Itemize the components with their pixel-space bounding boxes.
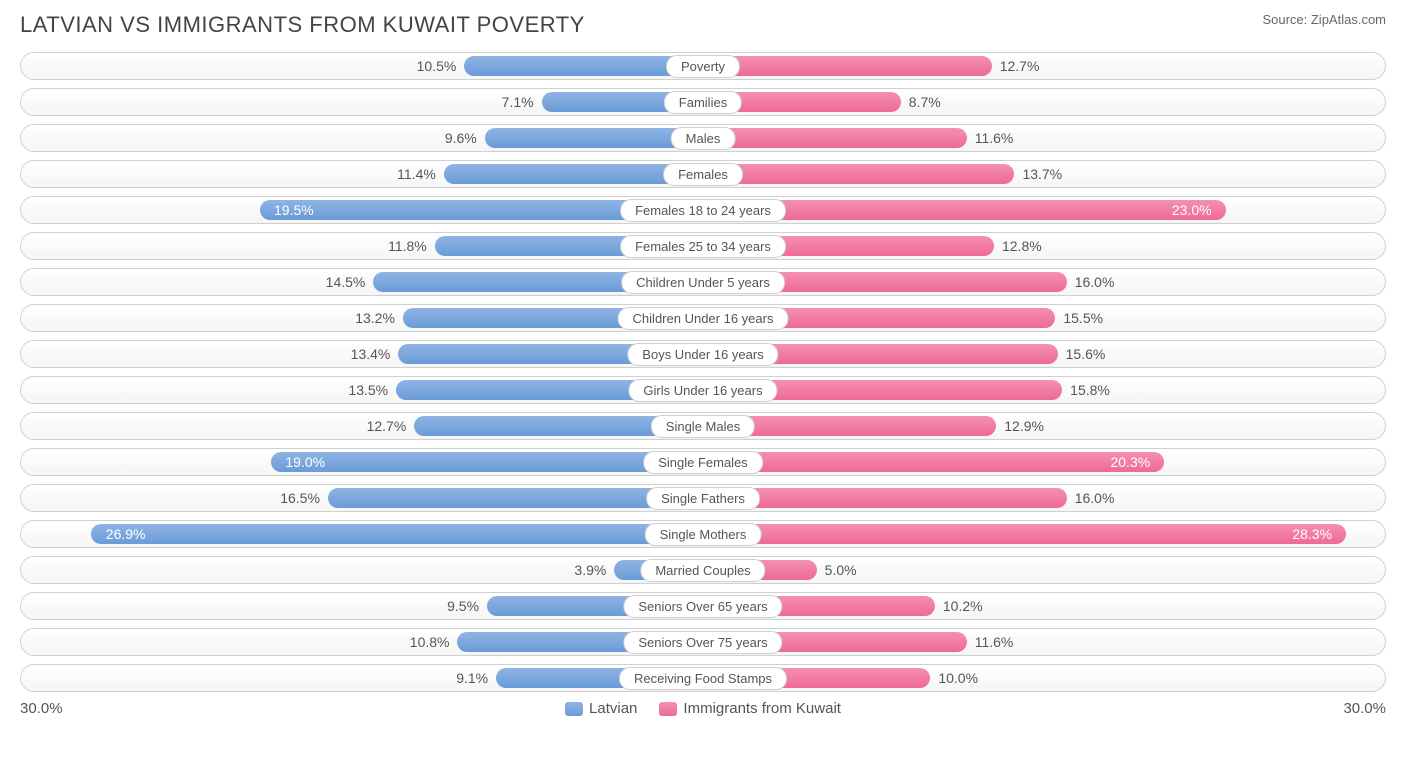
chart-row: 13.2% 15.5% Children Under 16 years (20, 304, 1386, 332)
value-left: 13.2% (355, 305, 395, 331)
chart-row: 19.5% 23.0% Females 18 to 24 years (20, 196, 1386, 224)
legend-swatch-left (565, 702, 583, 716)
value-right: 10.0% (938, 665, 978, 691)
category-label: Families (664, 91, 742, 114)
value-left: 16.5% (280, 485, 320, 511)
value-left: 9.6% (445, 125, 477, 151)
chart-row: 12.7% 12.9% Single Males (20, 412, 1386, 440)
value-right: 12.8% (1002, 233, 1042, 259)
value-right: 8.7% (909, 89, 941, 115)
bar-right (703, 164, 1014, 184)
category-label: Children Under 16 years (618, 307, 789, 330)
chart-row: 10.8% 11.6% Seniors Over 75 years (20, 628, 1386, 656)
value-left: 13.4% (351, 341, 391, 367)
chart-row: 13.5% 15.8% Girls Under 16 years (20, 376, 1386, 404)
chart-row: 9.1% 10.0% Receiving Food Stamps (20, 664, 1386, 692)
bar-left (91, 524, 703, 544)
value-left: 11.4% (397, 161, 436, 187)
category-label: Single Mothers (645, 523, 762, 546)
value-left: 26.9% (106, 521, 146, 547)
bar-right (703, 56, 992, 76)
category-label: Married Couples (640, 559, 765, 582)
value-left: 10.8% (410, 629, 450, 655)
chart-header: LATVIAN VS IMMIGRANTS FROM KUWAIT POVERT… (20, 12, 1386, 38)
value-left: 12.7% (367, 413, 407, 439)
value-left: 7.1% (502, 89, 534, 115)
chart-source: Source: ZipAtlas.com (1262, 12, 1386, 27)
value-right: 10.2% (943, 593, 983, 619)
category-label: Females (663, 163, 743, 186)
value-left: 14.5% (326, 269, 366, 295)
value-left: 3.9% (574, 557, 606, 583)
category-label: Females 18 to 24 years (620, 199, 786, 222)
value-right: 11.6% (975, 629, 1014, 655)
category-label: Children Under 5 years (621, 271, 785, 294)
legend-item-right: Immigrants from Kuwait (659, 700, 841, 717)
value-right: 5.0% (825, 557, 857, 583)
category-label: Girls Under 16 years (628, 379, 777, 402)
value-right: 28.3% (1292, 521, 1332, 547)
value-right: 16.0% (1075, 485, 1115, 511)
axis-left-max: 30.0% (20, 700, 63, 717)
value-left: 9.1% (456, 665, 488, 691)
value-right: 23.0% (1172, 197, 1212, 223)
value-left: 9.5% (447, 593, 479, 619)
chart-row: 19.0% 20.3% Single Females (20, 448, 1386, 476)
category-label: Single Fathers (646, 487, 760, 510)
value-right: 13.7% (1022, 161, 1062, 187)
chart-row: 13.4% 15.6% Boys Under 16 years (20, 340, 1386, 368)
category-label: Single Males (651, 415, 755, 438)
value-left: 19.5% (274, 197, 314, 223)
value-left: 11.8% (388, 233, 427, 259)
chart-row: 3.9% 5.0% Married Couples (20, 556, 1386, 584)
diverging-bar-chart: 10.5% 12.7% Poverty 7.1% 8.7% Families 9.6% 11.… (20, 52, 1386, 692)
chart-row: 9.6% 11.6% Males (20, 124, 1386, 152)
category-label: Males (671, 127, 736, 150)
value-left: 13.5% (348, 377, 388, 403)
category-label: Receiving Food Stamps (619, 667, 787, 690)
legend-item-left: Latvian (565, 700, 637, 717)
legend-label-right: Immigrants from Kuwait (683, 700, 841, 717)
legend: Latvian Immigrants from Kuwait (565, 700, 841, 717)
chart-row: 10.5% 12.7% Poverty (20, 52, 1386, 80)
chart-row: 9.5% 10.2% Seniors Over 65 years (20, 592, 1386, 620)
bar-right (703, 524, 1346, 544)
category-label: Females 25 to 34 years (620, 235, 786, 258)
chart-row: 7.1% 8.7% Families (20, 88, 1386, 116)
value-right: 12.7% (1000, 53, 1040, 79)
value-right: 15.8% (1070, 377, 1110, 403)
category-label: Poverty (666, 55, 740, 78)
value-right: 20.3% (1110, 449, 1150, 475)
legend-label-left: Latvian (589, 700, 637, 717)
value-right: 12.9% (1004, 413, 1044, 439)
value-right: 15.6% (1066, 341, 1106, 367)
chart-title: LATVIAN VS IMMIGRANTS FROM KUWAIT POVERT… (20, 12, 585, 38)
bar-left (271, 452, 703, 472)
bar-right (703, 128, 967, 148)
value-left: 19.0% (285, 449, 325, 475)
value-right: 11.6% (975, 125, 1014, 151)
category-label: Seniors Over 65 years (623, 595, 782, 618)
bar-right (703, 452, 1164, 472)
axis-right-max: 30.0% (1343, 700, 1386, 717)
value-right: 15.5% (1063, 305, 1103, 331)
chart-row: 26.9% 28.3% Single Mothers (20, 520, 1386, 548)
chart-row: 14.5% 16.0% Children Under 5 years (20, 268, 1386, 296)
category-label: Single Females (643, 451, 763, 474)
chart-row: 11.8% 12.8% Females 25 to 34 years (20, 232, 1386, 260)
chart-row: 11.4% 13.7% Females (20, 160, 1386, 188)
legend-swatch-right (659, 702, 677, 716)
category-label: Boys Under 16 years (627, 343, 778, 366)
category-label: Seniors Over 75 years (623, 631, 782, 654)
value-right: 16.0% (1075, 269, 1115, 295)
chart-footer: 30.0% Latvian Immigrants from Kuwait 30.… (20, 700, 1386, 717)
chart-row: 16.5% 16.0% Single Fathers (20, 484, 1386, 512)
value-left: 10.5% (417, 53, 457, 79)
